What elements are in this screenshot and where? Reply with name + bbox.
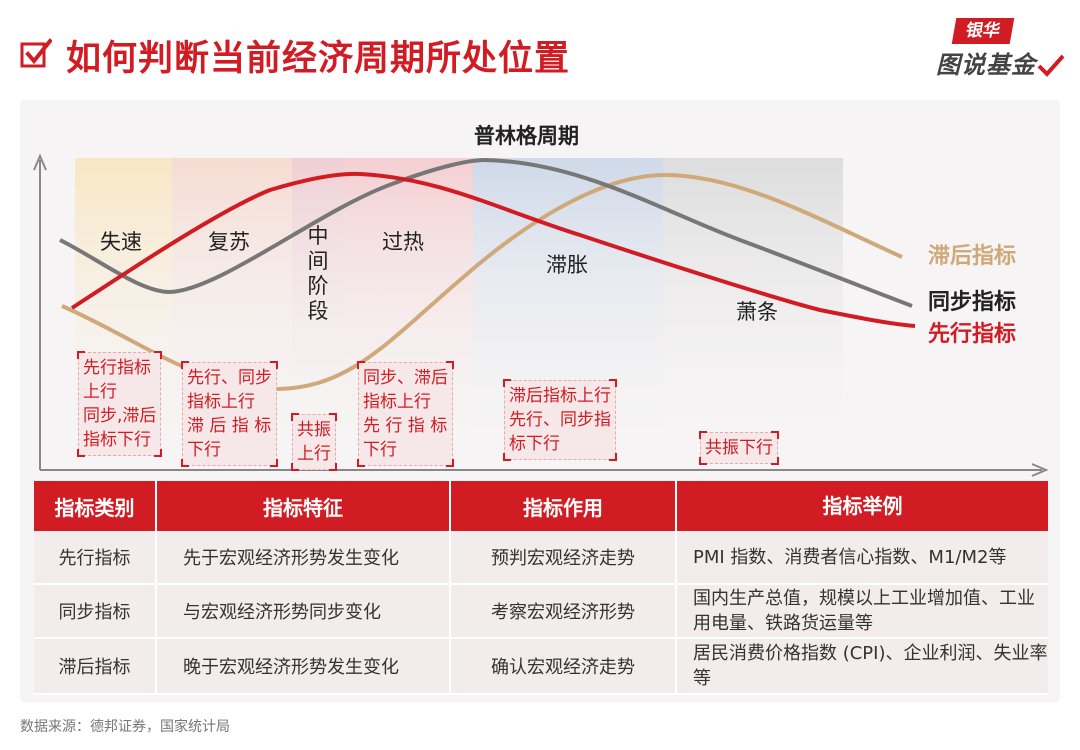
table-header-cell: 指标作用 (451, 481, 677, 531)
coincident-curve (59, 157, 913, 308)
table-row: 同步指标 与宏观经济形势同步变化 考察宏观经济形势 国内生产总值，规模以上工业增… (34, 585, 1048, 639)
source-note: 数据来源：德邦证券，国家统计局 (20, 719, 230, 735)
table-header-cell: 指标特征 (157, 481, 451, 531)
note-line: 上行 (297, 444, 331, 464)
note-stage-5: 滞后指标上行 先行、同步指 标下行 (503, 379, 617, 461)
table-cell: 滞后指标 (34, 639, 157, 693)
cycle-diagram: 普林格周期 失速 复苏 中间阶段 过热 滞胀 萧条 滞后指标 同步指标 先行指标… (20, 100, 1060, 480)
note-line: 先行指标 (83, 358, 151, 378)
note-line: 标下行 (509, 434, 560, 454)
note-line: 共振下行 (705, 438, 773, 458)
note-line: 先 行 指 标 (363, 416, 448, 436)
table-cell: 国内生产总值，规模以上工业增加值、工业用电量、铁路货运量等 (693, 588, 1035, 634)
table-cell: PMI 指数、消费者信心指数、M1/M2等 (693, 546, 1007, 568)
logo-top-text: 银华 (951, 18, 1015, 44)
note-stage-6: 共振下行 (699, 431, 779, 465)
note-line: 指标上行 (363, 392, 431, 412)
logo-check-icon (1037, 54, 1065, 77)
table-cell: 先于宏观经济形势发生变化 (157, 531, 451, 583)
note-line: 滞 后 指 标 (187, 416, 272, 436)
stage-label-4: 过热 (382, 230, 424, 254)
table-header-cell: 指标举例 (822, 493, 903, 518)
legend-coincident: 同步指标 (928, 290, 1017, 315)
note-line: 先行、同步 (187, 368, 272, 388)
checkbox-icon (20, 38, 52, 68)
legend-lagging: 滞后指标 (928, 244, 1017, 269)
header: 如何判断当前经济周期所处位置 银华 图说基金 (0, 0, 1080, 92)
note-stage-3: 共振 上行 (291, 413, 337, 471)
x-axis-arrow (1031, 463, 1049, 477)
note-line: 同步、滞后 (363, 368, 448, 388)
table-header-cell: 指标类别 (34, 481, 157, 531)
stage-label-5: 滞胀 (546, 253, 588, 277)
note-line: 共振 (297, 420, 331, 440)
table-cell: 居民消费价格指数 (CPI)、企业利润、失业率等 (693, 643, 1048, 689)
y-axis-arrow (33, 153, 47, 171)
table-cell: 考察宏观经济形势 (451, 585, 677, 637)
logo-bottom-text: 图说基金 (936, 51, 1036, 79)
table-header-row: 指标类别 指标特征 指标作用 指标举例 (34, 481, 1048, 531)
stage-label-6: 萧条 (736, 300, 778, 324)
table-cell: 确认宏观经济走势 (451, 639, 677, 693)
note-line: 指标上行 (187, 392, 255, 412)
note-stage-4: 同步、滞后 指标上行 先 行 指 标 下行 (357, 361, 454, 467)
legend-leading: 先行指标 (928, 322, 1017, 347)
table-row: 先行指标 先于宏观经济形势发生变化 预判宏观经济走势 PMI 指数、消费者信心指… (34, 531, 1048, 585)
table-cell: 先行指标 (34, 531, 157, 583)
stage-band-6 (663, 158, 843, 466)
table-row: 滞后指标 晚于宏观经济形势发生变化 确认宏观经济走势 居民消费价格指数 (CPI… (34, 639, 1048, 695)
page-title: 如何判断当前经济周期所处位置 (66, 39, 571, 79)
brand-logo: 银华 图说基金 (936, 18, 1068, 82)
table-cell: 预判宏观经济走势 (451, 531, 677, 583)
table-cell: 晚于宏观经济形势发生变化 (157, 639, 451, 693)
table-cell: 同步指标 (34, 585, 157, 637)
stage-label-1: 失速 (100, 230, 142, 254)
note-line: 指标下行 (83, 430, 151, 450)
table-cell: 与宏观经济形势同步变化 (157, 585, 451, 637)
note-line: 下行 (363, 440, 397, 460)
note-line: 滞后指标上行 (509, 386, 611, 406)
cycle-title: 普林格周期 (474, 124, 579, 148)
stage-label-3: 中间阶段 (307, 224, 329, 323)
note-line: 下行 (187, 440, 221, 460)
indicator-table: 指标类别 指标特征 指标作用 指标举例 先行指标 先于宏观经济形势发生变化 预判… (34, 481, 1048, 695)
leading-curve (70, 171, 916, 328)
note-stage-1: 先行指标 上行 同步,滞后 指标下行 (77, 351, 163, 457)
note-stage-2: 先行、同步 指标上行 滞 后 指 标 下行 (181, 361, 278, 467)
note-line: 同步,滞后 (83, 406, 157, 426)
stage-label-2: 复苏 (208, 230, 250, 254)
note-line: 上行 (83, 382, 117, 402)
note-line: 先行、同步指 (509, 410, 611, 430)
